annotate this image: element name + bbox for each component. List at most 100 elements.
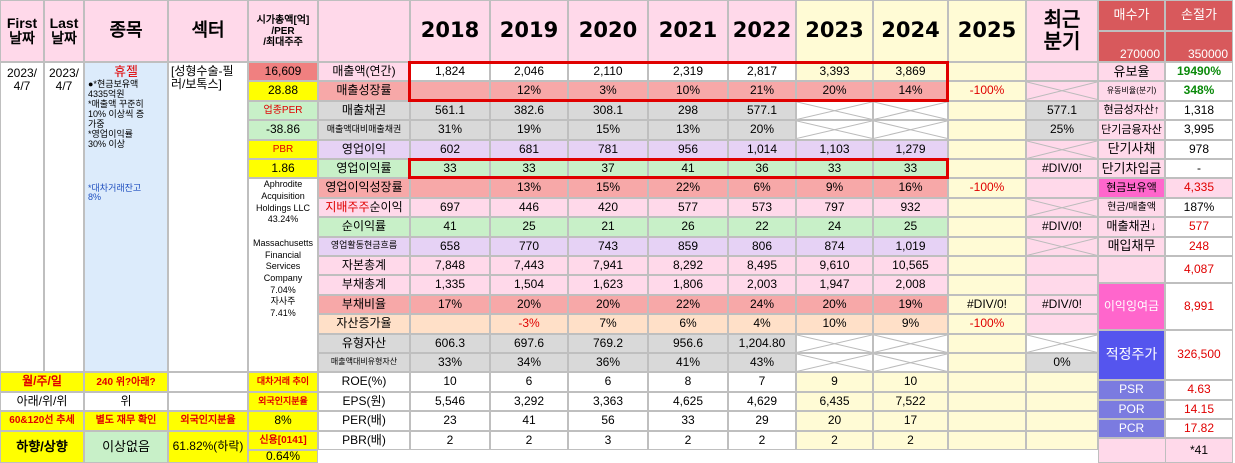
side-metric-value[interactable]: 187% [1165, 197, 1233, 218]
metric-value-2021[interactable]: 26 [648, 217, 728, 237]
metric-value-2023[interactable]: 2 [796, 430, 873, 450]
side-metric-label[interactable]: 매출채권↓ [1098, 217, 1165, 237]
metric-value-2021[interactable]: 298 [648, 100, 728, 121]
quarter-value[interactable]: #DIV/0! [1026, 217, 1098, 237]
metric-value-2023[interactable]: 33 [796, 159, 873, 179]
metric-value-2018[interactable]: 31% [410, 120, 490, 140]
metric-value-2025[interactable] [948, 372, 1026, 392]
header-item[interactable]: 종목 [84, 0, 168, 62]
metric-value-2020[interactable]: 3,363 [568, 391, 648, 412]
metric-value-2020[interactable]: 308.1 [568, 100, 648, 121]
metric-value-2022[interactable]: 806 [728, 236, 796, 256]
metric-value-2023[interactable]: 9% [796, 178, 873, 198]
metric-value-2018[interactable]: 7,848 [410, 256, 490, 276]
metric-value-2025[interactable] [948, 197, 1026, 218]
header-year-2018[interactable]: 2018 [410, 0, 490, 62]
quarter-value[interactable]: 25% [1026, 120, 1098, 140]
metric-value-2018[interactable]: 658 [410, 236, 490, 256]
metric-value-2022[interactable]: 573 [728, 197, 796, 218]
metric-value-2025[interactable] [948, 100, 1026, 121]
short-trend-label[interactable]: 대차거래 추이 [248, 372, 318, 392]
metric-value-2018[interactable]: 41 [410, 217, 490, 237]
metric-value-2018[interactable]: 602 [410, 139, 490, 159]
metric-value-2018[interactable] [410, 81, 490, 101]
metric-value-2019[interactable]: 41 [490, 411, 568, 431]
header-year-2024[interactable]: 2024 [873, 0, 948, 62]
metric-value-2022[interactable]: 4% [728, 314, 796, 334]
foreign-pct-value[interactable]: 61.82%(하락) [168, 430, 248, 463]
header-mktcap[interactable]: 시가총액[억] /PER /최대주주 [248, 0, 318, 62]
metric-value-2018[interactable] [410, 314, 490, 334]
metric-value-2020[interactable]: 15% [568, 120, 648, 140]
metric-value-2021[interactable]: 956.6 [648, 333, 728, 353]
metric-value-2019[interactable]: 770 [490, 236, 568, 256]
foreign-value[interactable]: 8% [248, 411, 318, 431]
metric-value-2020[interactable]: 743 [568, 236, 648, 256]
metric-value-2025[interactable] [948, 430, 1026, 450]
metric-value-2018[interactable] [410, 178, 490, 198]
metric-value-2025[interactable]: -100% [948, 178, 1026, 198]
metric-value-2025[interactable] [948, 256, 1026, 276]
side-metric-label[interactable]: 단기차입금 [1098, 159, 1165, 179]
quarter-value[interactable] [1026, 391, 1098, 412]
metric-value-2024[interactable]: 2,008 [873, 275, 948, 295]
item-info[interactable]: 휴젤 ●*현금보유액 4335억원 *매출액 꾸준히 10% 이상씩 증 가중 *… [84, 62, 168, 373]
metric-value-2019[interactable]: 681 [490, 139, 568, 159]
metric-label[interactable]: 영업활동현금흐름 [318, 236, 410, 256]
credit-value[interactable]: 0.64% [248, 450, 318, 463]
week-value[interactable]: 240 위?아래? [84, 372, 168, 392]
pbr-value[interactable]: 1.86 [248, 159, 318, 179]
metric-label[interactable]: 매출성장률 [318, 81, 410, 101]
mktcap-value[interactable]: 16,609 [248, 62, 318, 82]
metric-value-2020[interactable]: 36% [568, 353, 648, 373]
metric-value-2024[interactable] [873, 120, 948, 140]
metric-value-2020[interactable]: 20% [568, 294, 648, 315]
metric-label[interactable]: 순이익률 [318, 217, 410, 237]
metric-value-2024[interactable]: 33 [873, 159, 948, 179]
metric-value-2024[interactable]: 25 [873, 217, 948, 237]
metric-value-2024[interactable]: 9% [873, 314, 948, 334]
stop-price-value[interactable]: 350000 [1165, 31, 1233, 62]
metric-label[interactable]: ROE(%) [318, 372, 410, 392]
metric-value-2021[interactable]: 8 [648, 372, 728, 392]
buy-price-value[interactable]: 270000 [1098, 31, 1165, 62]
metric-value-2023[interactable]: 3,393 [796, 62, 873, 82]
metric-value-2023[interactable] [796, 120, 873, 140]
metric-value-2021[interactable]: 2,319 [648, 62, 728, 82]
side-metric-value[interactable]: 326,500 [1165, 329, 1233, 381]
metric-value-2024[interactable]: 16% [873, 178, 948, 198]
metric-value-2021[interactable]: 41% [648, 353, 728, 373]
foreign-ownership-label[interactable]: 외국인지분율 [168, 411, 248, 431]
side-metric-label[interactable]: PCR [1098, 418, 1165, 439]
metric-value-2022[interactable]: 8,495 [728, 256, 796, 276]
header-year-2025[interactable]: 2025 [948, 0, 1026, 62]
quarter-value[interactable]: #DIV/0! [1026, 159, 1098, 179]
metric-value-2025[interactable] [948, 217, 1026, 237]
metric-value-2020[interactable]: 3% [568, 81, 648, 101]
header-sector[interactable]: 섹터 [168, 0, 248, 62]
industry-per-value[interactable]: -38.86 [248, 120, 318, 140]
metric-value-2025[interactable] [948, 275, 1026, 295]
metric-label[interactable]: 부채비율 [318, 294, 410, 315]
metric-value-2020[interactable]: 1,623 [568, 275, 648, 295]
credit-label[interactable]: 신용[0141] [248, 430, 318, 450]
metric-value-2024[interactable] [873, 100, 948, 121]
quarter-value[interactable]: 577.1 [1026, 100, 1098, 121]
side-metric-label[interactable]: 적정주가 [1098, 329, 1165, 381]
header-year-2020[interactable]: 2020 [568, 0, 648, 62]
metric-value-2021[interactable]: 13% [648, 120, 728, 140]
metric-value-2020[interactable]: 2,110 [568, 62, 648, 82]
metric-value-2025[interactable] [948, 333, 1026, 353]
metric-value-2020[interactable]: 37 [568, 159, 648, 179]
side-metric-label[interactable] [1098, 256, 1165, 284]
metric-value-2022[interactable]: 2,817 [728, 62, 796, 82]
side-metric-label[interactable] [1098, 438, 1165, 463]
side-metric-label[interactable]: 단기사채 [1098, 139, 1165, 159]
header-year-2022[interactable]: 2022 [728, 0, 796, 62]
metric-label[interactable]: 영업이익 [318, 139, 410, 159]
metric-value-2022[interactable]: 22 [728, 217, 796, 237]
side-metric-label[interactable]: POR [1098, 399, 1165, 419]
side-metric-value[interactable]: 348% [1165, 81, 1233, 101]
ma-trend-label[interactable]: 60&120선 추세 [0, 411, 84, 431]
metric-label[interactable]: 매출채권 [318, 100, 410, 121]
